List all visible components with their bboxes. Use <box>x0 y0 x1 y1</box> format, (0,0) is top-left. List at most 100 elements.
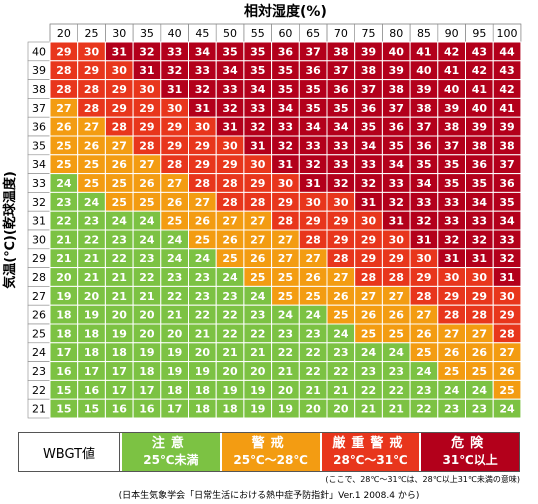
wbgt-value-label: 19 <box>278 403 293 416</box>
wbgt-value-label: 20 <box>84 290 100 303</box>
wbgt-value-label: 28 <box>278 215 293 228</box>
wbgt-value-label: 35 <box>222 45 237 58</box>
wbgt-value-label: 17 <box>139 384 154 397</box>
wbgt-value-label: 19 <box>250 384 265 397</box>
wbgt-value-label: 25 <box>389 327 404 340</box>
legend-item-severe-warning: 厳重警戒 28℃～31℃ <box>319 433 420 471</box>
wbgt-value-label: 37 <box>416 121 431 134</box>
wbgt-value-label: 24 <box>333 327 349 340</box>
wbgt-value-label: 39 <box>499 121 514 134</box>
wbgt-value-label: 15 <box>84 403 99 416</box>
wbgt-value-label: 25 <box>444 365 459 378</box>
legend-level: 警戒 <box>251 436 290 451</box>
wbgt-value-label: 37 <box>389 102 404 115</box>
wbgt-value-label: 26 <box>361 309 377 322</box>
temperature-tick-label: 30 <box>32 233 46 246</box>
wbgt-value-label: 27 <box>416 309 431 322</box>
wbgt-value-label: 26 <box>305 271 321 284</box>
wbgt-value-label: 19 <box>250 403 265 416</box>
wbgt-value-label: 40 <box>416 64 432 77</box>
wbgt-value-label: 22 <box>333 365 348 378</box>
wbgt-value-label: 34 <box>195 45 211 58</box>
wbgt-value-label: 27 <box>167 177 182 190</box>
wbgt-value-label: 30 <box>222 139 238 152</box>
wbgt-value-label: 24 <box>139 233 155 246</box>
wbgt-value-label: 24 <box>84 196 100 209</box>
wbgt-value-label: 23 <box>195 271 210 284</box>
wbgt-value-label: 21 <box>167 309 182 322</box>
wbgt-value-label: 28 <box>305 233 320 246</box>
wbgt-value-label: 22 <box>278 346 293 359</box>
wbgt-value-label: 32 <box>250 121 265 134</box>
wbgt-value-label: 32 <box>167 64 182 77</box>
wbgt-value-label: 29 <box>361 233 376 246</box>
wbgt-value-label: 22 <box>222 327 237 340</box>
humidity-tick-label: 85 <box>417 27 431 40</box>
wbgt-value-label: 25 <box>112 196 127 209</box>
wbgt-value-label: 36 <box>389 121 405 134</box>
wbgt-value-label: 18 <box>56 309 71 322</box>
wbgt-value-label: 42 <box>472 64 487 77</box>
wbgt-value-label: 23 <box>305 327 320 340</box>
wbgt-value-label: 37 <box>499 158 514 171</box>
wbgt-value-label: 29 <box>84 64 99 77</box>
wbgt-value-label: 33 <box>361 158 376 171</box>
wbgt-value-label: 21 <box>84 252 99 265</box>
wbgt-value-label: 24 <box>139 215 155 228</box>
wbgt-value-label: 25 <box>112 177 127 190</box>
wbgt-value-label: 32 <box>444 233 459 246</box>
wbgt-value-label: 32 <box>278 139 293 152</box>
wbgt-value-label: 24 <box>361 346 377 359</box>
humidity-tick-label: 55 <box>251 27 265 40</box>
wbgt-value-label: 28 <box>84 102 99 115</box>
wbgt-value-label: 30 <box>139 83 155 96</box>
wbgt-value-label: 24 <box>167 252 183 265</box>
wbgt-value-label: 40 <box>389 45 405 58</box>
legend-level: 注意 <box>151 436 190 451</box>
wbgt-value-label: 30 <box>84 45 100 58</box>
wbgt-value-label: 23 <box>112 233 127 246</box>
wbgt-value-label: 38 <box>499 139 514 152</box>
wbgt-value-label: 26 <box>499 365 515 378</box>
range-note: (ここで、28℃～31℃は、28℃以上31℃未満の意味) <box>325 475 520 484</box>
wbgt-value-label: 25 <box>305 290 320 303</box>
wbgt-value-label: 29 <box>472 290 487 303</box>
wbgt-value-label: 29 <box>389 252 404 265</box>
legend-label: WBGT値 <box>19 433 120 471</box>
wbgt-value-label: 26 <box>250 252 266 265</box>
wbgt-value-label: 21 <box>333 384 348 397</box>
wbgt-value-label: 29 <box>361 252 376 265</box>
wbgt-value-label: 28 <box>112 121 127 134</box>
wbgt-value-label: 31 <box>389 215 404 228</box>
wbgt-value-label: 42 <box>499 83 514 96</box>
wbgt-value-label: 28 <box>389 271 404 284</box>
wbgt-value-label: 25 <box>195 233 210 246</box>
wbgt-value-label: 34 <box>278 102 294 115</box>
wbgt-value-label: 32 <box>222 102 237 115</box>
wbgt-value-label: 23 <box>472 403 487 416</box>
wbgt-value-label: 26 <box>333 290 349 303</box>
wbgt-value-label: 26 <box>222 233 238 246</box>
wbgt-value-label: 19 <box>167 365 182 378</box>
temperature-tick-label: 22 <box>32 384 46 397</box>
wbgt-value-label: 26 <box>84 139 100 152</box>
legend-range: 25℃～28℃ <box>233 453 308 467</box>
wbgt-value-label: 30 <box>389 233 405 246</box>
wbgt-value-label: 18 <box>195 384 210 397</box>
wbgt-value-label: 27 <box>333 271 348 284</box>
wbgt-value-label: 35 <box>472 177 487 190</box>
wbgt-value-label: 27 <box>195 196 210 209</box>
wbgt-value-label: 27 <box>250 233 265 246</box>
wbgt-value-label: 30 <box>499 290 515 303</box>
wbgt-value-label: 27 <box>222 215 237 228</box>
wbgt-value-label: 18 <box>56 327 71 340</box>
wbgt-value-label: 30 <box>278 177 294 190</box>
wbgt-value-label: 33 <box>472 215 487 228</box>
wbgt-value-label: 38 <box>389 83 404 96</box>
temperature-tick-label: 36 <box>32 121 46 134</box>
wbgt-value-label: 35 <box>444 177 459 190</box>
wbgt-value-label: 27 <box>444 327 459 340</box>
wbgt-value-label: 37 <box>305 45 320 58</box>
wbgt-value-label: 29 <box>195 139 210 152</box>
wbgt-value-label: 28 <box>333 252 348 265</box>
